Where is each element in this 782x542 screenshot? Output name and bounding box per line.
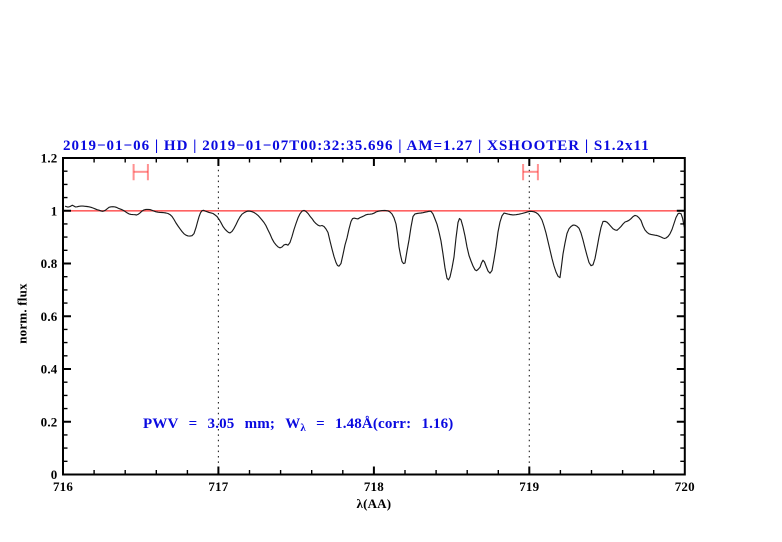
svg-text:716: 716 — [53, 479, 73, 494]
svg-text:719: 719 — [519, 479, 539, 494]
svg-text:PWV = 3.05 mm; Wλ = 1.48: PWV = 3.05 mm; Wλ = 1.48Å(corr: 1.16) — [143, 416, 453, 434]
svg-text:0.4: 0.4 — [41, 362, 58, 377]
svg-text:1: 1 — [51, 203, 58, 218]
svg-text:λ(AA): λ(AA) — [356, 496, 391, 511]
svg-text:720: 720 — [675, 479, 695, 494]
svg-text:0.6: 0.6 — [41, 309, 58, 324]
svg-text:0: 0 — [51, 467, 58, 482]
svg-text:718: 718 — [364, 479, 384, 494]
svg-text:0.8: 0.8 — [41, 256, 58, 271]
svg-text:2019−01−06 | HD | 2019−01−07T0: 2019−01−06 | HD | 2019−01−07T00:32:35.69… — [63, 138, 650, 154]
svg-text:717: 717 — [208, 479, 228, 494]
svg-text:1.2: 1.2 — [41, 151, 58, 166]
svg-text:0.2: 0.2 — [41, 414, 58, 429]
svg-text:norm. flux: norm. flux — [15, 283, 30, 344]
